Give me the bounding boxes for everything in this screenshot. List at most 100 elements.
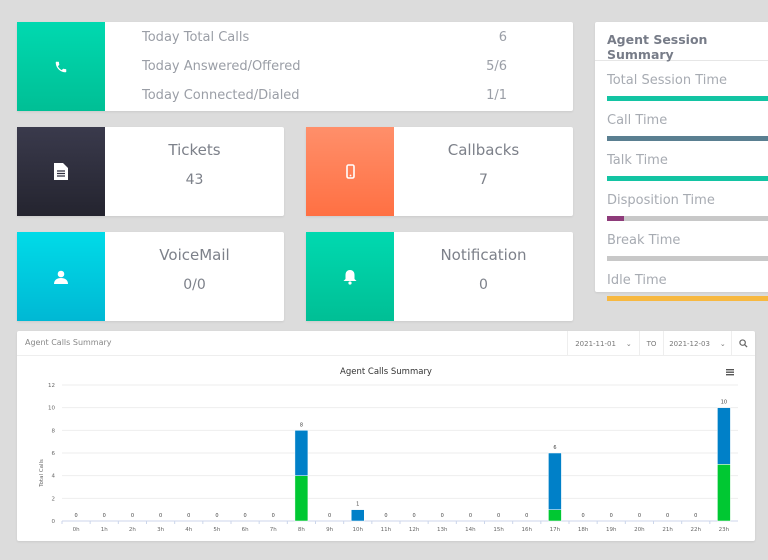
x-tick-label: 9h xyxy=(326,527,333,533)
data-label: 1 xyxy=(356,502,359,508)
to-label: TO xyxy=(639,331,663,356)
agent-session-summary: Agent Session Summary Total Session Time… xyxy=(595,22,768,301)
x-tick-label: 15h xyxy=(493,527,504,533)
bell-icon xyxy=(306,232,394,321)
data-label: 0 xyxy=(187,513,190,519)
data-label: 0 xyxy=(328,513,331,519)
x-tick-label: 17h xyxy=(550,527,561,533)
data-label: 0 xyxy=(159,513,162,519)
value: 5/6 xyxy=(486,59,507,74)
chart-title: Agent Calls Summary xyxy=(340,367,432,377)
chevron-down-icon: ⌄ xyxy=(625,339,632,348)
x-tick-label: 7h xyxy=(270,527,277,533)
data-label: 0 xyxy=(215,513,218,519)
mobile-phone-icon xyxy=(306,127,394,216)
session-item: Call Time xyxy=(607,113,768,141)
x-tick-label: 16h xyxy=(522,527,533,533)
x-tick-label: 18h xyxy=(578,527,589,533)
bar-segment-series-0[interactable] xyxy=(294,475,309,522)
x-tick-label: 4h xyxy=(185,527,192,533)
from-date: 2021-11-01 xyxy=(575,339,616,348)
chart-menu-icon[interactable] xyxy=(726,369,734,376)
bar-segment-series-1[interactable] xyxy=(294,430,309,476)
x-tick-label: 11h xyxy=(381,527,392,533)
from-date-select[interactable]: 2021-11-01 ⌄ xyxy=(567,331,639,356)
bar-segment-series-1[interactable] xyxy=(548,452,562,510)
agent-calls-panel: Agent Calls Summary 2021-11-01 ⌄ TO 2021-… xyxy=(17,331,755,541)
tile-value: 43 xyxy=(185,172,204,188)
bar-segment-series-0[interactable] xyxy=(717,464,731,522)
x-tick-label: 13h xyxy=(437,527,448,533)
session-label: Break Time xyxy=(607,233,681,248)
data-label: 0 xyxy=(581,513,584,519)
data-label: 0 xyxy=(74,513,77,519)
to-text: TO xyxy=(646,339,657,348)
tile-value: 0/0 xyxy=(183,277,206,293)
y-tick-label: 2 xyxy=(52,496,56,502)
value: 6 xyxy=(498,30,507,45)
session-progress-bar xyxy=(607,176,768,181)
y-tick-label: 0 xyxy=(52,519,56,525)
y-tick-label: 10 xyxy=(48,406,55,412)
y-tick-label: 12 xyxy=(48,383,55,389)
data-label: 0 xyxy=(441,513,444,519)
progress-fill xyxy=(607,176,768,181)
x-tick-label: 23h xyxy=(719,527,730,533)
x-tick-label: 1h xyxy=(101,527,108,533)
session-label: Talk Time xyxy=(607,153,668,168)
connected-row: Today Connected/Dialed 1/1 xyxy=(142,88,507,103)
y-tick-label: 6 xyxy=(52,451,56,457)
session-progress-bar xyxy=(607,136,768,141)
tile-title: VoiceMail xyxy=(159,246,230,264)
to-date: 2021-12-03 xyxy=(669,339,710,348)
data-label: 0 xyxy=(666,513,669,519)
tile-title: Notification xyxy=(440,246,527,264)
x-tick-label: 2h xyxy=(129,527,136,533)
data-label: 0 xyxy=(272,513,275,519)
user-icon xyxy=(17,232,105,321)
phone-icon xyxy=(17,22,105,111)
notification-card[interactable]: Notification 0 xyxy=(306,232,573,321)
document-icon xyxy=(17,127,105,216)
session-label: Call Time xyxy=(607,113,668,128)
data-label: 0 xyxy=(103,513,106,519)
data-label: 10 xyxy=(721,400,727,406)
x-tick-label: 20h xyxy=(634,527,645,533)
callbacks-card[interactable]: Callbacks 7 xyxy=(306,127,573,216)
session-item: Total Session Time xyxy=(607,73,768,101)
x-tick-label: 10h xyxy=(353,527,364,533)
data-label: 0 xyxy=(525,513,528,519)
session-item: Idle Time xyxy=(607,273,768,301)
calls-card: Today Total Calls 6 Today Answered/Offere… xyxy=(17,22,573,111)
y-tick-label: 8 xyxy=(52,428,56,434)
x-tick-label: 21h xyxy=(662,527,673,533)
bar-segment-series-1[interactable] xyxy=(717,407,731,465)
panel-title: Agent Session Summary xyxy=(595,22,768,62)
x-tick-label: 14h xyxy=(465,527,476,533)
data-label: 0 xyxy=(243,513,246,519)
total-calls-row: Today Total Calls 6 xyxy=(142,30,507,45)
tile-title: Callbacks xyxy=(447,141,520,159)
x-tick-label: 22h xyxy=(691,527,702,533)
x-tick-label: 8h xyxy=(298,527,305,533)
value: 1/1 xyxy=(486,88,507,103)
x-tick-label: 19h xyxy=(606,527,617,533)
bar-segment-series-0[interactable] xyxy=(548,509,562,522)
search-button[interactable] xyxy=(731,331,755,356)
data-label: 0 xyxy=(610,513,613,519)
session-progress-bar xyxy=(607,256,768,261)
to-date-select[interactable]: 2021-12-03 ⌄ xyxy=(663,331,731,356)
tile-title: Tickets xyxy=(168,141,221,159)
voicemail-card[interactable]: VoiceMail 0/0 xyxy=(17,232,284,321)
data-label: 8 xyxy=(300,422,303,428)
label: Today Total Calls xyxy=(142,30,250,45)
bar-segment-series-1[interactable] xyxy=(351,509,365,522)
tickets-card[interactable]: Tickets 43 xyxy=(17,127,284,216)
panel-title: Agent Calls Summary xyxy=(25,338,112,347)
progress-fill xyxy=(607,136,768,141)
data-label: 0 xyxy=(384,513,387,519)
session-item: Break Time xyxy=(607,233,768,261)
data-label: 0 xyxy=(412,513,415,519)
data-label: 0 xyxy=(694,513,697,519)
